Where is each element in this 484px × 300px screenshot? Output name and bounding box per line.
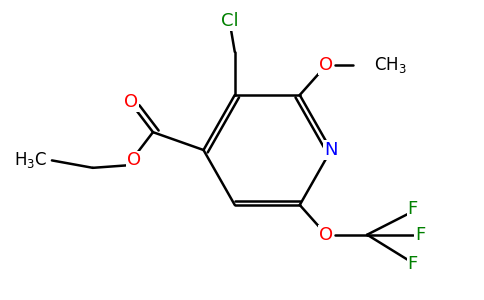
Text: N: N [324,141,338,159]
Text: F: F [408,255,418,273]
Text: O: O [319,56,333,74]
Text: CH$_3$: CH$_3$ [374,55,407,75]
Text: O: O [319,226,333,244]
Text: O: O [124,93,138,111]
Text: F: F [408,200,418,218]
Text: F: F [415,226,425,244]
Text: O: O [127,152,141,169]
Text: H$_3$C: H$_3$C [14,150,47,170]
Text: Cl: Cl [221,12,239,30]
